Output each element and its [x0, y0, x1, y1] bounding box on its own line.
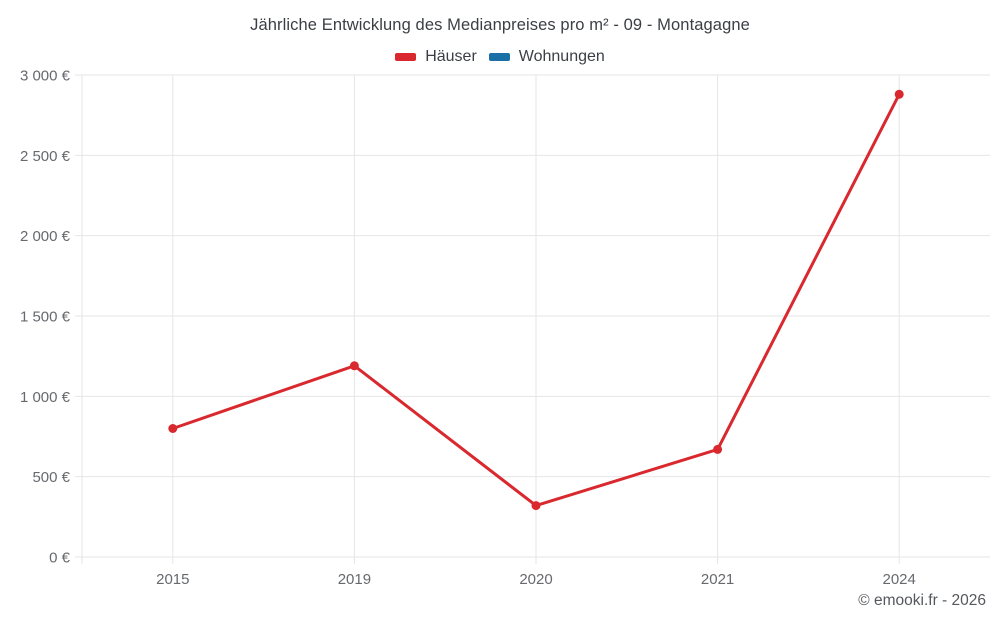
y-axis-tick-label: 2 000 €	[20, 228, 71, 245]
legend-label: Häuser	[425, 48, 477, 65]
y-axis-tick-label: 2 500 €	[20, 148, 71, 165]
data-point-hauser[interactable]	[349, 361, 359, 371]
legend-label: Wohnungen	[518, 48, 605, 65]
data-point-hauser[interactable]	[168, 424, 178, 433]
y-axis-tick-label: 500 €	[32, 469, 70, 486]
data-point-hauser[interactable]	[531, 501, 541, 511]
legend-swatch-hauser	[395, 53, 417, 61]
legend-item-hauser[interactable]: Häuser	[395, 48, 477, 66]
x-axis-tick-label: 2024	[883, 571, 916, 588]
chart-legend: Häuser Wohnungen	[0, 47, 1000, 67]
copyright-footer: © emooki.fr - 2026	[858, 592, 986, 609]
x-axis-tick-label: 2021	[701, 571, 734, 588]
x-axis-tick-label: 2019	[338, 571, 371, 588]
x-axis-tick-label: 2020	[519, 571, 552, 588]
y-axis-tick-label: 1 500 €	[20, 309, 71, 326]
y-axis-tick-label: 1 000 €	[20, 389, 71, 406]
data-point-hauser[interactable]	[713, 444, 723, 454]
data-point-hauser[interactable]	[894, 89, 904, 99]
y-axis-tick-label: 3 000 €	[20, 68, 71, 85]
legend-swatch-wohnungen	[488, 53, 510, 61]
legend-item-wohnungen[interactable]: Wohnungen	[488, 48, 605, 66]
x-axis-tick-label: 2015	[156, 571, 189, 588]
chart-title: Jährliche Entwicklung des Medianpreises …	[250, 16, 750, 34]
y-axis-tick-label: 0 €	[49, 550, 71, 567]
